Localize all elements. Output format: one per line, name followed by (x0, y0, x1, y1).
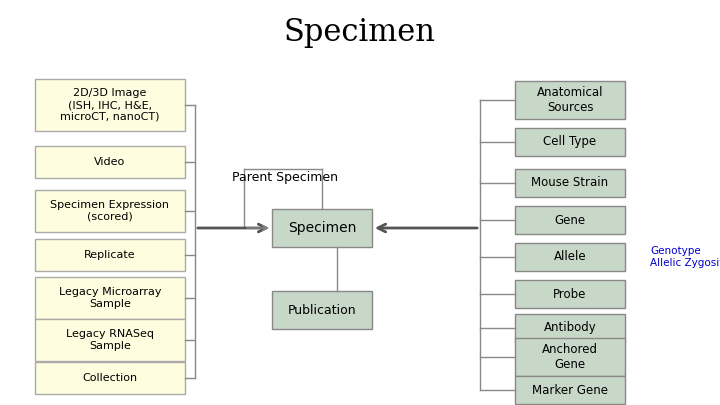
Text: Specimen: Specimen (288, 221, 356, 235)
Text: Anatomical
Sources: Anatomical Sources (536, 86, 603, 114)
Text: Anchored
Gene: Anchored Gene (542, 343, 598, 371)
FancyBboxPatch shape (272, 291, 372, 329)
FancyBboxPatch shape (35, 319, 185, 361)
Text: Marker Gene: Marker Gene (532, 384, 608, 396)
Text: Gene: Gene (554, 213, 585, 226)
Text: Legacy Microarray
Sample: Legacy Microarray Sample (59, 287, 161, 309)
FancyBboxPatch shape (515, 338, 625, 376)
Text: Publication: Publication (288, 303, 356, 316)
Text: Probe: Probe (553, 288, 587, 301)
FancyBboxPatch shape (515, 169, 625, 197)
FancyBboxPatch shape (35, 362, 185, 394)
FancyBboxPatch shape (515, 206, 625, 234)
Text: Allele: Allele (554, 251, 586, 264)
FancyBboxPatch shape (35, 277, 185, 319)
Text: Parent Specimen: Parent Specimen (232, 171, 338, 185)
FancyBboxPatch shape (515, 81, 625, 119)
Text: Mouse Strain: Mouse Strain (531, 177, 608, 190)
FancyBboxPatch shape (515, 376, 625, 404)
Text: Video: Video (94, 157, 125, 167)
FancyBboxPatch shape (35, 146, 185, 178)
FancyBboxPatch shape (35, 239, 185, 271)
Text: Genotype
Allelic Zygosity: Genotype Allelic Zygosity (650, 246, 720, 268)
Text: Specimen Expression
(scored): Specimen Expression (scored) (50, 200, 169, 222)
FancyBboxPatch shape (272, 209, 372, 247)
FancyBboxPatch shape (35, 79, 185, 131)
Text: Legacy RNASeq
Sample: Legacy RNASeq Sample (66, 329, 154, 351)
FancyBboxPatch shape (35, 190, 185, 232)
Text: Replicate: Replicate (84, 250, 136, 260)
FancyBboxPatch shape (515, 243, 625, 271)
Text: Collection: Collection (82, 373, 138, 383)
Text: 2D/3D Image
(ISH, IHC, H&E,
microCT, nanoCT): 2D/3D Image (ISH, IHC, H&E, microCT, nan… (60, 88, 160, 122)
FancyBboxPatch shape (515, 128, 625, 156)
Text: Cell Type: Cell Type (544, 136, 597, 149)
FancyBboxPatch shape (515, 280, 625, 308)
Text: Specimen: Specimen (284, 17, 436, 47)
FancyBboxPatch shape (515, 314, 625, 342)
Text: Antibody: Antibody (544, 322, 596, 335)
